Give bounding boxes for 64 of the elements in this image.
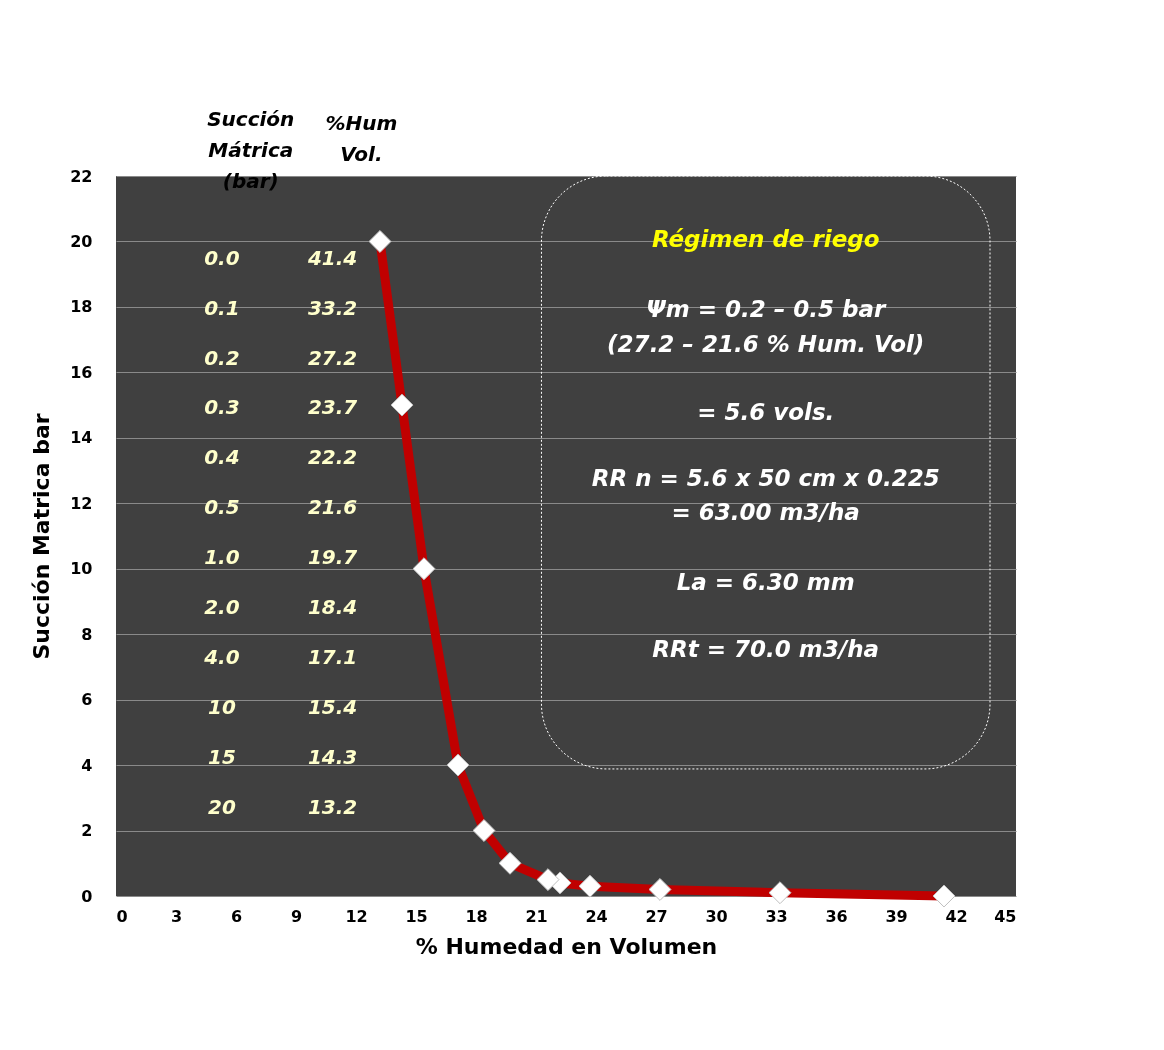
x-tick-label: 6 bbox=[230, 906, 243, 926]
x-tick-label: 21 bbox=[525, 906, 548, 926]
annotation: 1.0 bbox=[204, 545, 240, 570]
annotation: 23.7 bbox=[307, 395, 358, 420]
annotation: 17.1 bbox=[307, 644, 358, 669]
y-tick-label: 4 bbox=[81, 755, 93, 775]
annotation: 0.4 bbox=[204, 445, 240, 470]
annotation: 33.2 bbox=[307, 295, 358, 320]
x-tick-label: 33 bbox=[765, 906, 788, 926]
annotation: 0.5 bbox=[204, 495, 240, 520]
annotation: 15.4 bbox=[307, 694, 358, 719]
annotation: 20 bbox=[207, 794, 236, 819]
annotation: 19.7 bbox=[307, 545, 358, 570]
x-tick-label: 36 bbox=[825, 906, 848, 926]
annotation: 0.1 bbox=[204, 295, 240, 320]
annotation: 4.0 bbox=[203, 644, 240, 669]
y-tick-label: 18 bbox=[70, 297, 93, 317]
annotation: 0.3 bbox=[204, 395, 240, 420]
annotation: 10 bbox=[207, 694, 236, 719]
annotation: 15 bbox=[207, 744, 236, 769]
annotation: 41.4 bbox=[306, 245, 358, 270]
annotation: 0.0 bbox=[204, 245, 240, 270]
y-tick-label: 10 bbox=[70, 559, 93, 579]
y-tick-label: 20 bbox=[70, 231, 93, 251]
annotation: 14.3 bbox=[307, 744, 358, 769]
y-tick-label: 16 bbox=[70, 362, 93, 382]
x-tick-label: 18 bbox=[465, 906, 488, 926]
y-tick-label: 14 bbox=[70, 428, 93, 448]
annotation: 2.0 bbox=[204, 595, 240, 619]
y-tick-label: 22 bbox=[70, 166, 93, 186]
annotation: 21.6 bbox=[307, 495, 358, 520]
y-axis-title: Succión Matrica bar bbox=[29, 413, 55, 660]
annotation: RRt = 70.0 m3/ha bbox=[652, 636, 880, 663]
annotation: Succión Mátrica (bar) bbox=[207, 107, 295, 193]
x-tick-label: 45 bbox=[994, 906, 1017, 926]
x-tick-label: 9 bbox=[290, 906, 303, 926]
x-axis-title: % Humedad en Volumen bbox=[415, 933, 718, 959]
text: %Hum Vol. bbox=[325, 111, 398, 166]
y-tick-label: 0 bbox=[81, 886, 93, 906]
x-tick-label: 3 bbox=[170, 906, 183, 926]
annotation: Régimen de riego bbox=[651, 226, 880, 252]
annotation: 27.2 bbox=[307, 345, 358, 370]
x-tick-label: 39 bbox=[885, 906, 908, 926]
x-tick-label: 42 bbox=[945, 906, 968, 926]
annotation: = 63.00 m3/ha bbox=[671, 498, 860, 525]
x-tick-label: 24 bbox=[585, 906, 608, 926]
annotation: (27.2 – 21.6 % Hum. Vol) bbox=[607, 331, 925, 358]
annotation: 13.2 bbox=[307, 794, 358, 819]
y-tick-label: 12 bbox=[70, 493, 93, 513]
annotation: 18.4 bbox=[307, 595, 358, 619]
annotation: 22.2 bbox=[307, 445, 358, 470]
x-tick-label: 12 bbox=[345, 906, 368, 926]
annotation: La = 6.30 mm bbox=[676, 568, 855, 595]
annotation: Ψm = 0.2 – 0.5 bar bbox=[646, 295, 887, 322]
annotation: RR n = 5.6 x 50 cm x 0.225 bbox=[591, 465, 940, 492]
y-tick-label: 2 bbox=[81, 821, 93, 841]
x-tick-label: 30 bbox=[705, 906, 728, 926]
annotation: = 5.6 vols. bbox=[697, 399, 835, 426]
y-tick-label: 6 bbox=[81, 690, 93, 710]
x-tick-label: 0 bbox=[116, 906, 128, 926]
x-tick-label: 27 bbox=[645, 906, 668, 926]
y-tick-label: 8 bbox=[81, 624, 93, 644]
annotation: 0.2 bbox=[204, 345, 240, 370]
x-tick-label: 15 bbox=[405, 906, 428, 926]
